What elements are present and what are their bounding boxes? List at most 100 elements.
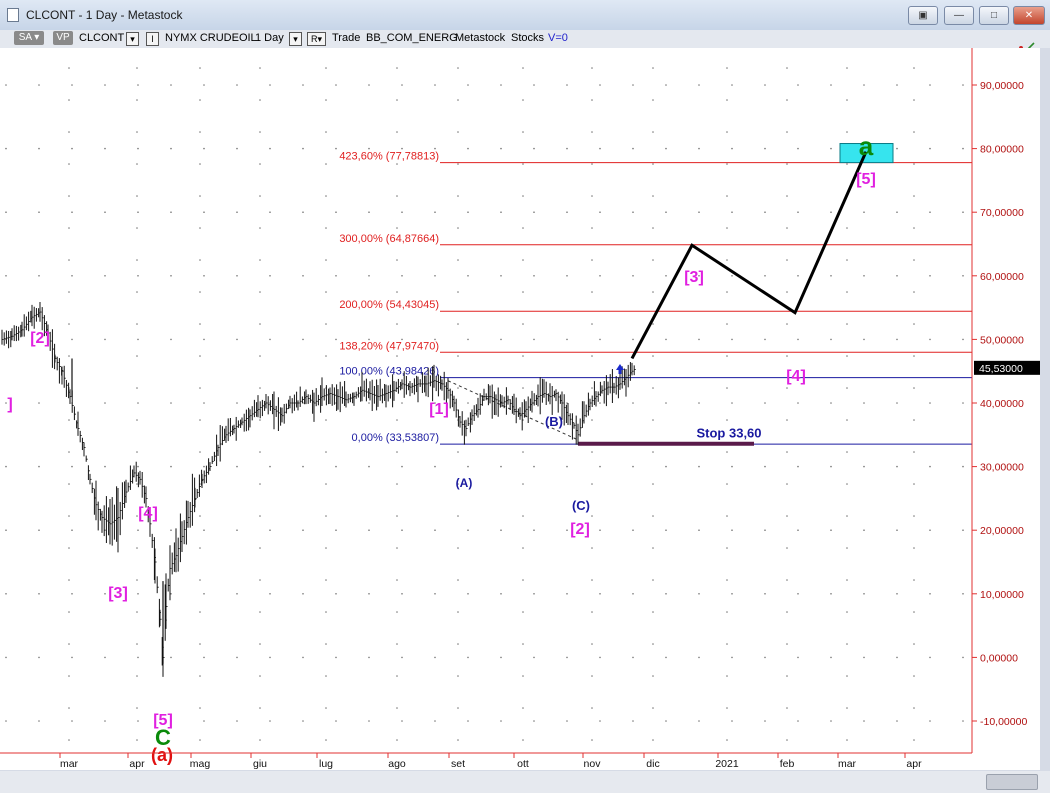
grid-dot bbox=[500, 275, 502, 277]
buy-arrow-icon bbox=[616, 364, 624, 374]
r-dropdown[interactable]: R▾ bbox=[307, 32, 326, 46]
grid-dot bbox=[104, 656, 106, 659]
grid-dot bbox=[652, 739, 654, 741]
grid-dot bbox=[434, 402, 436, 404]
grid-dot bbox=[259, 643, 261, 645]
grid-dot bbox=[368, 211, 370, 213]
grid-dot bbox=[962, 211, 964, 213]
grid-dot bbox=[104, 211, 106, 213]
grid-dot bbox=[259, 483, 261, 485]
grid-dot bbox=[846, 707, 848, 709]
grid-dot bbox=[137, 402, 139, 404]
grid-dot bbox=[467, 275, 469, 277]
grid-dot bbox=[136, 195, 138, 197]
grid-dot bbox=[846, 739, 848, 741]
grid-dot bbox=[846, 67, 848, 69]
grid-dot bbox=[726, 291, 728, 293]
grid-dot bbox=[259, 579, 261, 581]
grid-dot bbox=[259, 387, 261, 389]
scrollbar-thumb[interactable] bbox=[986, 774, 1038, 790]
wave-label: [4] bbox=[786, 368, 806, 385]
indicator-button[interactable]: I bbox=[146, 32, 159, 46]
grid-dot bbox=[38, 147, 40, 150]
grid-dot bbox=[335, 147, 337, 150]
grid-dot bbox=[522, 451, 524, 453]
grid-dot bbox=[522, 579, 524, 581]
fib-label: 0,00% (33,53807) bbox=[352, 432, 439, 444]
grid-dot bbox=[665, 529, 667, 531]
grid-dot bbox=[913, 547, 915, 549]
wave-label: [4] bbox=[138, 505, 158, 522]
grid-dot bbox=[522, 291, 524, 293]
grid-dot bbox=[500, 211, 502, 213]
grid-dot bbox=[863, 529, 865, 531]
grid-dot bbox=[38, 593, 40, 595]
grid-dot bbox=[652, 515, 654, 517]
grid-dot bbox=[797, 147, 799, 150]
grid-dot bbox=[591, 611, 593, 613]
grid-dot bbox=[137, 84, 139, 86]
document-icon bbox=[7, 8, 19, 22]
grid-dot bbox=[962, 720, 964, 722]
symbol-dropdown-icon[interactable]: ▾ bbox=[126, 32, 139, 46]
grid-dot bbox=[335, 465, 337, 468]
x-tick-label: set bbox=[451, 758, 465, 770]
grid-dot bbox=[726, 547, 728, 549]
grid-dot bbox=[401, 84, 403, 86]
grid-dot bbox=[136, 643, 138, 645]
grid-dot bbox=[698, 593, 700, 595]
grid-dot bbox=[533, 529, 535, 531]
grid-dot bbox=[259, 451, 261, 453]
grid-dot bbox=[203, 211, 205, 213]
grid-dot bbox=[396, 419, 398, 421]
grid-dot bbox=[199, 419, 201, 421]
grid-dot bbox=[259, 355, 261, 357]
grid-dot bbox=[896, 720, 898, 722]
grid-dot bbox=[199, 67, 201, 69]
grid-dot bbox=[236, 84, 238, 86]
feed-label: BB_COM_ENERG bbox=[366, 32, 458, 44]
horizontal-scrollbar[interactable] bbox=[0, 771, 1050, 793]
grid-dot bbox=[913, 611, 915, 613]
fib-label: 100,00% (43,98426) bbox=[339, 366, 439, 378]
grid-dot bbox=[199, 451, 201, 453]
grid-dot bbox=[764, 529, 766, 531]
grid-dot bbox=[136, 131, 138, 133]
grid-dot bbox=[929, 84, 931, 86]
grid-dot bbox=[259, 227, 261, 229]
wave-label: (B) bbox=[545, 414, 563, 429]
grid-dot bbox=[522, 483, 524, 485]
grid-dot bbox=[846, 323, 848, 325]
grid-dot bbox=[259, 707, 261, 709]
grid-dot bbox=[846, 675, 848, 677]
x-tick-label: apr bbox=[129, 758, 145, 770]
restore-icon[interactable]: ▣ bbox=[908, 6, 938, 25]
grid-dot bbox=[863, 402, 865, 404]
grid-dot bbox=[846, 611, 848, 613]
chart-area[interactable]: 423,60% (77,78813) 300,00% (64,87664) 200,… bbox=[0, 48, 1040, 770]
sa-dropdown[interactable]: SA ▾ bbox=[14, 31, 44, 45]
grid-dot bbox=[652, 227, 654, 229]
grid-dot bbox=[5, 465, 7, 468]
maximize-button[interactable]: □ bbox=[979, 6, 1009, 25]
grid-dot bbox=[457, 355, 459, 357]
grid-dot bbox=[203, 84, 205, 86]
grid-dot bbox=[896, 147, 898, 150]
price-chart[interactable]: 423,60% (77,78813) 300,00% (64,87664) 200,… bbox=[0, 48, 1040, 770]
grid-dot bbox=[786, 259, 788, 261]
y-tick-label: 50,00000 bbox=[980, 334, 1024, 346]
last-price-label: 45,53000 bbox=[979, 363, 1023, 375]
grid-dot bbox=[863, 656, 865, 659]
grid-dot bbox=[830, 402, 832, 404]
minimize-button[interactable]: — bbox=[944, 6, 974, 25]
grid-dot bbox=[199, 675, 201, 677]
vp-button[interactable]: VP bbox=[53, 31, 73, 45]
grid-dot bbox=[467, 402, 469, 404]
period-dropdown-icon[interactable]: ▾ bbox=[289, 32, 302, 46]
grid-dot bbox=[401, 402, 403, 404]
close-button[interactable]: ✕ bbox=[1013, 6, 1045, 25]
grid-dot bbox=[665, 147, 667, 150]
grid-dot bbox=[396, 195, 398, 197]
grid-dot bbox=[500, 338, 502, 341]
grid-dot bbox=[467, 338, 469, 341]
